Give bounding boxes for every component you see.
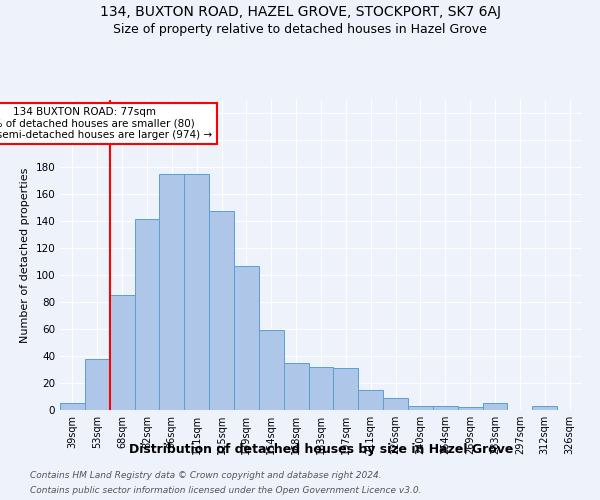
Bar (110, 296, 134, 410)
Bar (284, 363, 308, 410)
Text: Distribution of detached houses by size in Hazel Grove: Distribution of detached houses by size … (129, 442, 513, 456)
Y-axis label: Number of detached properties: Number of detached properties (20, 168, 30, 342)
Bar (134, 218, 160, 410)
Bar (160, 174, 184, 410)
Bar (532, 406, 557, 410)
Bar (433, 406, 458, 410)
Bar (234, 266, 259, 410)
Bar (408, 406, 433, 410)
Bar (458, 408, 482, 410)
Bar (308, 367, 334, 410)
Text: 134 BUXTON ROAD: 77sqm
← 8% of detached houses are smaller (80)
92% of semi-deta: 134 BUXTON ROAD: 77sqm ← 8% of detached … (0, 106, 212, 140)
Bar (60, 404, 85, 410)
Text: Contains HM Land Registry data © Crown copyright and database right 2024.: Contains HM Land Registry data © Crown c… (30, 471, 382, 480)
Bar (85, 359, 110, 410)
Text: Contains public sector information licensed under the Open Government Licence v3: Contains public sector information licen… (30, 486, 421, 495)
Bar (358, 390, 383, 410)
Bar (259, 330, 284, 410)
Bar (383, 398, 408, 410)
Bar (184, 174, 209, 410)
Text: Size of property relative to detached houses in Hazel Grove: Size of property relative to detached ho… (113, 22, 487, 36)
Bar (334, 368, 358, 410)
Bar (482, 404, 508, 410)
Bar (209, 210, 234, 410)
Text: 134, BUXTON ROAD, HAZEL GROVE, STOCKPORT, SK7 6AJ: 134, BUXTON ROAD, HAZEL GROVE, STOCKPORT… (100, 5, 500, 19)
